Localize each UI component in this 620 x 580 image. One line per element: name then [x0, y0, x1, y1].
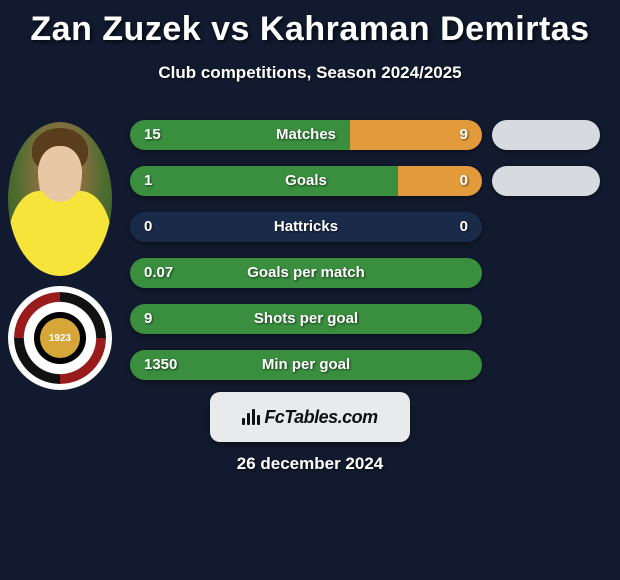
stat-label: Goals per match: [130, 258, 482, 288]
date-text: 26 december 2024: [0, 454, 620, 474]
stat-label: Goals: [130, 166, 482, 196]
stat-label: Shots per goal: [130, 304, 482, 334]
avatars-column: 1923: [8, 122, 112, 390]
stat-pill: [492, 166, 600, 196]
badge-year: 1923: [34, 312, 86, 364]
stat-row: 1350Min per goal: [130, 350, 482, 380]
stat-pill: [492, 120, 600, 150]
stat-pills: [492, 120, 604, 396]
stat-label: Hattricks: [130, 212, 482, 242]
comparison-infographic: Zan Zuzek vs Kahraman Demirtas Club comp…: [0, 0, 620, 580]
player-1-avatar: [8, 122, 112, 276]
stat-label: Matches: [130, 120, 482, 150]
stat-row: 159Matches: [130, 120, 482, 150]
stat-label: Min per goal: [130, 350, 482, 380]
player-2-club-badge: 1923: [8, 286, 112, 390]
source-badge: FcTables.com: [210, 392, 410, 442]
stat-row: 10Goals: [130, 166, 482, 196]
stat-row: 0.07Goals per match: [130, 258, 482, 288]
page-subtitle: Club competitions, Season 2024/2025: [0, 63, 620, 83]
logo-text: FcTables.com: [264, 407, 377, 427]
bars-icon: [242, 409, 260, 425]
page-title: Zan Zuzek vs Kahraman Demirtas: [0, 0, 620, 49]
stat-row: 9Shots per goal: [130, 304, 482, 334]
stat-rows: 159Matches 10Goals 00Hattricks 0.07Goals pe…: [130, 120, 482, 396]
stat-row: 00Hattricks: [130, 212, 482, 242]
fctables-logo: FcTables.com: [242, 407, 377, 428]
